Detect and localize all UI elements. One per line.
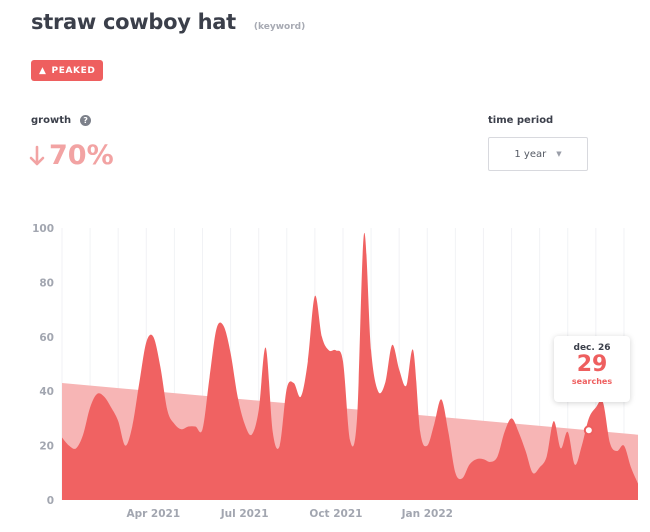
keyword-tag: (keyword) [253, 22, 306, 32]
warning-triangle-icon: ▲ [39, 65, 47, 76]
x-tick-label: Apr 2021 [126, 508, 180, 520]
question-icon[interactable]: ? [80, 115, 92, 126]
y-tick-label: 60 [39, 332, 54, 344]
x-axis: Apr 2021 Jul 2021 Oct 2021 Jan 2022 [126, 508, 452, 520]
y-tick-label: 100 [32, 223, 54, 235]
y-tick-label: 80 [39, 277, 54, 289]
x-tick-label: Jan 2022 [401, 508, 453, 520]
chart-series [62, 232, 638, 500]
down-arrow-icon [29, 145, 45, 165]
caret-down-icon: ▼ [556, 150, 562, 158]
page-title: straw cowboy hat [31, 10, 236, 34]
tooltip-unit: searches [571, 377, 613, 386]
growth-label-text: growth [31, 115, 72, 126]
y-tick-label: 0 [47, 495, 54, 507]
x-tick-label: Oct 2021 [309, 508, 362, 520]
time-period-label: time period [488, 115, 554, 126]
tooltip-date: dec. 26 [573, 343, 611, 353]
time-period-select[interactable]: 1 year ▼ [488, 137, 588, 171]
growth-label: growth ? [31, 115, 92, 126]
growth-value: 70% [29, 140, 114, 171]
status-badge: ▲ PEAKED [31, 60, 104, 81]
growth-value-text: 70% [49, 140, 114, 171]
title-row: straw cowboy hat (keyword) [31, 10, 305, 34]
y-tick-label: 20 [39, 441, 54, 453]
time-period-value: 1 year [514, 148, 547, 160]
chart-tooltip: dec. 26 29 searches [554, 336, 630, 402]
status-badge-label: PEAKED [51, 65, 96, 76]
x-tick-label: Jul 2021 [220, 508, 269, 520]
highlight-point[interactable] [583, 425, 594, 436]
y-axis: 0 20 40 60 80 100 [32, 223, 54, 507]
series-area [62, 232, 638, 500]
tooltip-value: 29 [576, 352, 608, 377]
y-tick-label: 40 [39, 386, 54, 398]
